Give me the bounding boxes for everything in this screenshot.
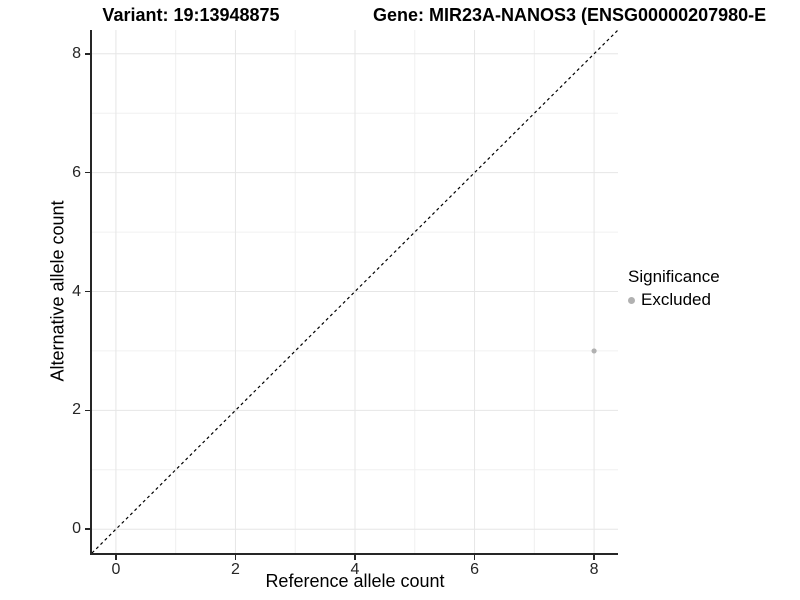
data-point bbox=[591, 348, 597, 354]
y-tick-label: 6 bbox=[72, 163, 81, 181]
y-tick-mark bbox=[85, 171, 90, 174]
y-tick-label: 8 bbox=[72, 44, 81, 62]
x-tick-mark bbox=[354, 555, 356, 560]
x-tick-label: 2 bbox=[231, 561, 240, 578]
x-tick-label: 6 bbox=[470, 561, 479, 578]
y-tick-mark bbox=[85, 53, 90, 55]
legend-entry-label: Excluded bbox=[641, 290, 711, 309]
x-tick-mark bbox=[234, 555, 237, 560]
x-tick-label: 4 bbox=[350, 561, 360, 578]
identity-line bbox=[92, 30, 618, 553]
legend-entry-excluded: Excluded bbox=[628, 290, 720, 310]
plot-canvas bbox=[92, 30, 618, 553]
x-tick-label: 8 bbox=[589, 561, 599, 578]
x-tick-mark bbox=[115, 555, 117, 560]
x-tick-mark bbox=[473, 555, 476, 560]
x-tick-mark bbox=[593, 555, 595, 560]
variant-title: Variant: 19:13948875 bbox=[102, 5, 280, 25]
y-tick-mark bbox=[85, 528, 90, 530]
legend-title: Significance bbox=[628, 267, 720, 286]
y-tick-mark bbox=[85, 409, 90, 412]
gene-title: Gene: MIR23A-NANOS3 (ENSG00000207980-E bbox=[373, 5, 767, 25]
y-axis-title: Alternative allele count bbox=[47, 200, 68, 382]
plot-panel bbox=[90, 30, 618, 555]
y-tick-mark bbox=[85, 290, 90, 293]
x-tick-label: 0 bbox=[111, 561, 121, 578]
x-axis-title: Reference allele count bbox=[265, 571, 445, 591]
y-tick-label: 2 bbox=[72, 401, 81, 419]
y-tick-label: 4 bbox=[72, 282, 81, 300]
excluded-point-swatch bbox=[628, 296, 635, 304]
legend: Significance Excluded bbox=[628, 267, 720, 310]
y-tick-label: 0 bbox=[72, 520, 81, 538]
